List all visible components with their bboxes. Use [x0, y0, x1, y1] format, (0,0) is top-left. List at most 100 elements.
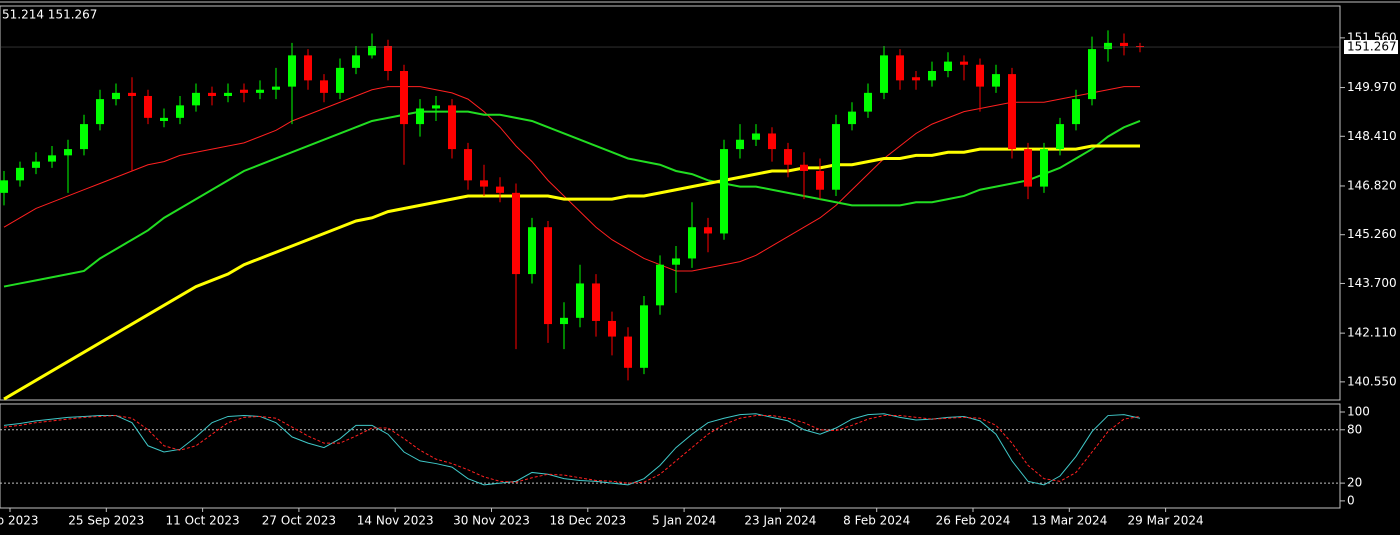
candle-body [784, 149, 792, 165]
candle-body [128, 92, 136, 96]
candle-body [656, 264, 664, 306]
x-tick-label: Sep 2023 [0, 514, 38, 528]
candle-body [16, 167, 24, 181]
last-price-label: 151.267 [1347, 40, 1397, 54]
candle-body [528, 227, 536, 275]
candle-body [736, 139, 744, 150]
candle-body [240, 89, 248, 93]
candle-body [960, 61, 968, 65]
price-panel-frame [0, 5, 1341, 401]
y-tick-label: 148.410 [1347, 129, 1397, 143]
candle-body [880, 55, 888, 93]
candle-body [752, 133, 760, 140]
candle-body [320, 80, 328, 93]
candle-body [416, 108, 424, 125]
candle-body [768, 133, 776, 150]
candle-body [704, 227, 712, 234]
candle-body [1056, 124, 1064, 150]
candle-body [112, 92, 120, 100]
x-tick-label: 14 Nov 2023 [357, 514, 434, 528]
candle-body [864, 92, 872, 112]
oscillator-line [3, 415, 1141, 484]
candle-body [256, 89, 264, 93]
candle-body [448, 105, 456, 150]
y-tick-label: 149.970 [1347, 80, 1397, 94]
x-tick-label: 23 Jan 2024 [744, 514, 816, 528]
x-tick-label: 18 Dec 2023 [549, 514, 626, 528]
candle-body [464, 149, 472, 181]
candle-body [1120, 42, 1128, 46]
candle-body [1104, 42, 1112, 50]
candle-body [592, 283, 600, 321]
candle-body [608, 320, 616, 337]
candle-body [672, 258, 680, 265]
x-tick-label: 27 Oct 2023 [262, 514, 336, 528]
candle-body [208, 92, 216, 96]
candle-body [1136, 45, 1144, 47]
candle-body [816, 170, 824, 190]
candle-body [928, 70, 936, 81]
candle-body [288, 55, 296, 87]
candle-body [800, 164, 808, 171]
last-price-box [1344, 40, 1398, 55]
candle-body [512, 192, 520, 275]
x-tick-label: 26 Feb 2024 [936, 514, 1011, 528]
candle-body [576, 283, 584, 318]
candle-body [96, 99, 104, 125]
candle-body [224, 92, 232, 96]
candle-body [1072, 99, 1080, 125]
candle-body [400, 70, 408, 125]
y-tick-label: 142.110 [1347, 326, 1397, 340]
x-tick-label: 5 Jan 2024 [652, 514, 716, 528]
y-tick-label: 145.260 [1347, 227, 1397, 241]
x-tick-label: 11 Oct 2023 [166, 514, 240, 528]
x-tick-label: 25 Sep 2023 [68, 514, 144, 528]
candle-body [0, 180, 8, 193]
moving-average-line [3, 144, 1140, 401]
candle-body [160, 117, 168, 121]
x-tick-label: 29 Mar 2024 [1128, 514, 1204, 528]
y-tick-label: 20 [1347, 476, 1362, 490]
oscillator-line [3, 413, 1141, 486]
candle-body [32, 161, 40, 168]
x-tick-label: 13 Mar 2024 [1031, 514, 1107, 528]
candle-body [896, 55, 904, 81]
candle-body [480, 180, 488, 187]
x-tick-label: 8 Feb 2024 [843, 514, 910, 528]
candle-body [912, 77, 920, 81]
x-tick-label: 30 Nov 2023 [453, 514, 530, 528]
candle-body [832, 124, 840, 190]
candle-body [944, 61, 952, 71]
y-tick-label: 140.550 [1347, 374, 1397, 388]
candle-body [352, 55, 360, 68]
y-tick-label: 100 [1347, 405, 1370, 419]
candle-body [1024, 149, 1032, 187]
candle-body [144, 95, 152, 118]
candle-body [336, 67, 344, 93]
moving-average-line [3, 86, 1140, 272]
candle-body [1040, 149, 1048, 187]
candle-body [992, 74, 1000, 87]
candle-body [496, 186, 504, 193]
candle-body [272, 86, 280, 90]
candle-body [432, 105, 440, 109]
candle-body [544, 227, 552, 325]
candle-body [720, 149, 728, 234]
candle-body [848, 111, 856, 125]
candle-body [560, 317, 568, 325]
candle-body [64, 149, 72, 156]
candle-body [1088, 49, 1096, 100]
candle-body [304, 55, 312, 81]
candle-body [976, 64, 984, 87]
candle-body [48, 155, 56, 162]
y-tick-label: 0 [1347, 493, 1355, 507]
candle-body [640, 305, 648, 368]
candle-body [192, 92, 200, 106]
candle-body [176, 105, 184, 118]
moving-average-line [3, 110, 1141, 288]
ohlc-header: 51.214 151.267 [2, 8, 97, 22]
candle-body [368, 45, 376, 56]
